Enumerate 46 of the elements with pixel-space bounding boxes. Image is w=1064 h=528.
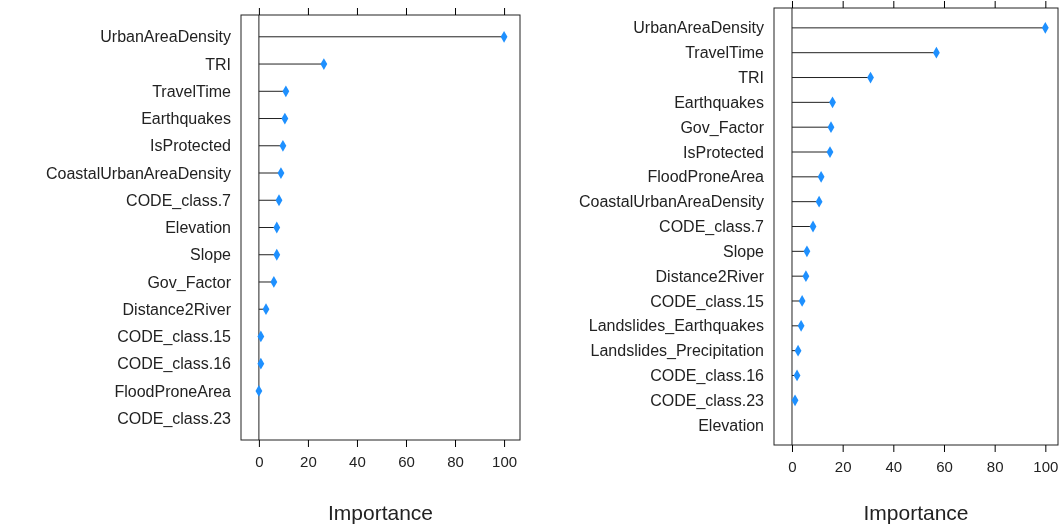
- y-tick-label: TravelTime: [152, 82, 232, 100]
- x-tick-label: 60: [936, 457, 953, 475]
- y-tick-label: FloodProneArea: [114, 382, 232, 400]
- x-tick-label: 40: [885, 457, 903, 475]
- y-tick-label: Earthquakes: [141, 110, 231, 128]
- y-tick-label: CODE_class.16: [650, 367, 765, 386]
- y-tick-label: Elevation: [698, 416, 764, 434]
- y-tick-label: CODE_class.7: [659, 218, 765, 237]
- x-tick-label: 60: [398, 452, 415, 470]
- y-tick-label: Slope: [190, 246, 232, 264]
- y-tick-label: TRI: [738, 69, 764, 87]
- y-tick-label: CODE_class.15: [117, 328, 232, 347]
- y-tick-label: Distance2River: [655, 267, 765, 285]
- x-tick-label: 100: [1033, 457, 1059, 475]
- y-tick-label: UrbanAreaDensity: [100, 28, 231, 46]
- y-tick-label: Gov_Factor: [147, 273, 232, 292]
- x-tick-label: 0: [255, 452, 264, 470]
- y-tick-label: CODE_class.16: [117, 355, 232, 374]
- x-tick-label: 100: [492, 452, 518, 470]
- y-tick-label: CODE_class.23: [117, 409, 232, 428]
- y-tick-label: Slope: [723, 242, 765, 260]
- y-tick-label: IsProtected: [683, 143, 764, 161]
- x-tick-label: 0: [788, 457, 797, 475]
- y-tick-label: CODE_class.15: [650, 292, 765, 311]
- y-tick-label: Landslides_Precipitation: [590, 342, 764, 361]
- y-tick-label: CoastalUrbanAreaDensity: [46, 164, 231, 182]
- y-tick-label: IsProtected: [150, 137, 231, 155]
- x-axis-title: Importance: [327, 501, 434, 524]
- y-tick-label: Earthquakes: [674, 93, 764, 111]
- y-tick-label: UrbanAreaDensity: [633, 19, 764, 37]
- y-tick-label: FloodProneArea: [647, 168, 765, 186]
- x-tick-label: 20: [300, 452, 317, 470]
- y-tick-label: Landslides_Earthquakes: [588, 317, 764, 336]
- x-axis-title: Importance: [863, 501, 969, 524]
- y-tick-label: CODE_class.23: [650, 391, 765, 410]
- x-tick-label: 40: [349, 452, 366, 470]
- x-tick-label: 80: [447, 452, 464, 470]
- y-tick-label: Elevation: [165, 219, 231, 237]
- y-tick-label: TRI: [205, 55, 231, 73]
- y-tick-label: Distance2River: [122, 300, 232, 318]
- y-tick-label: CODE_class.7: [126, 191, 232, 210]
- x-tick-label: 80: [986, 457, 1004, 475]
- y-tick-label: TravelTime: [685, 44, 765, 62]
- y-tick-label: CoastalUrbanAreaDensity: [579, 193, 764, 211]
- x-tick-label: 20: [834, 457, 852, 475]
- y-tick-label: Gov_Factor: [680, 118, 765, 137]
